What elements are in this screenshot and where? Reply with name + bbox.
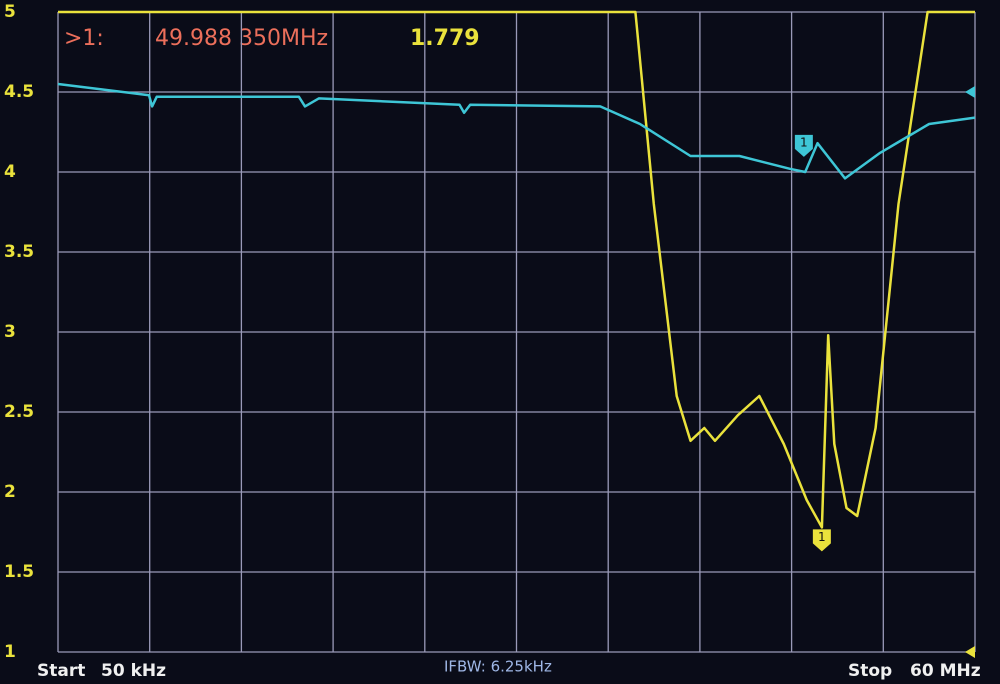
stop-label: Stop [848,661,892,681]
y-tick-label: 4.5 [4,82,34,102]
marker-flag [794,134,813,157]
trace [58,10,975,529]
y-tick-label: 1 [4,642,16,662]
y-tick-label: 3 [4,322,16,342]
y-tick-label: 2 [4,482,16,502]
y-tick-label: 1.5 [4,562,34,582]
reference-arrow [965,86,975,98]
marker-id: 1 [818,530,826,544]
y-tick-label: 3.5 [4,242,34,262]
marker-value: 1.779 [410,26,480,51]
stop-value: 60 MHz [910,661,981,681]
marker-label: >1: [64,26,104,51]
trace [57,82,976,180]
y-tick-label: 4 [4,162,16,182]
start-value: 50 kHz [101,661,166,681]
marker-flag [812,529,831,552]
reference-arrow [965,646,975,658]
marker-id: 1 [800,135,808,149]
ifbw: IFBW: 6.25kHz [444,658,552,676]
y-tick-label: 2.5 [4,402,34,422]
start-label: Start [37,661,85,681]
y-tick-label: 5 [4,2,16,22]
